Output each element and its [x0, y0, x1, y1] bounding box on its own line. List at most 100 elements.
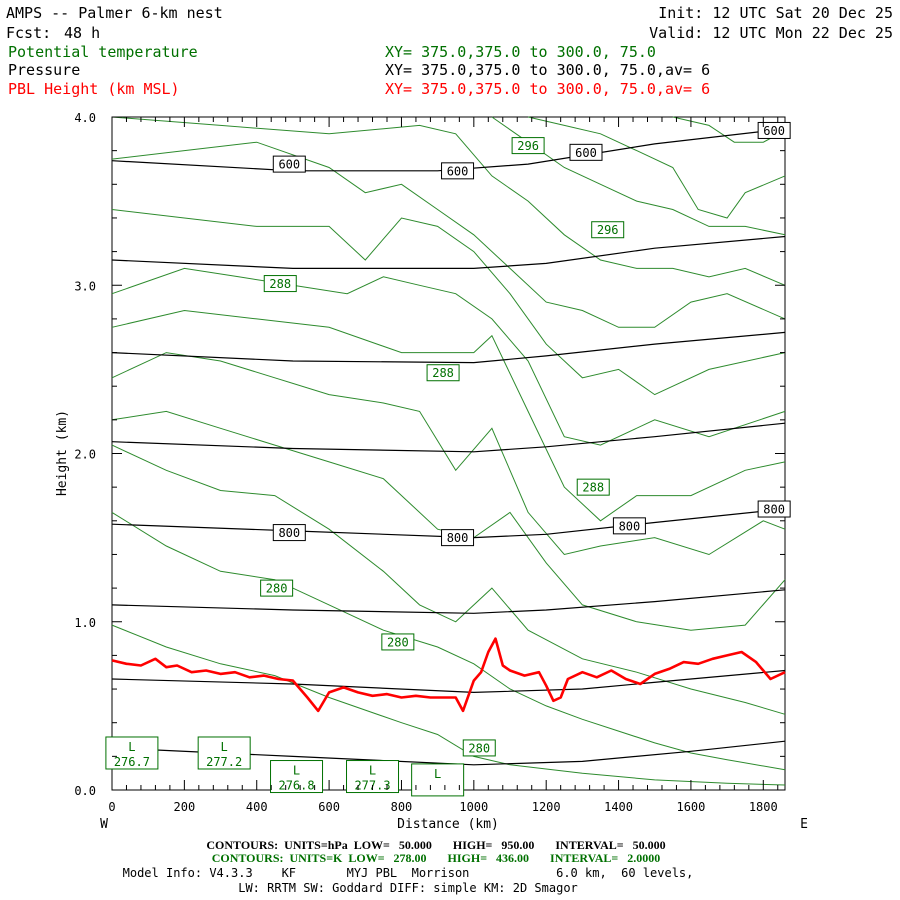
footer-physics-info: LW: RRTM SW: Goddard DIFF: simple KM: 2D…	[238, 881, 578, 895]
x-tick-label: 1000	[459, 800, 488, 814]
pressure-label-1-text: 600	[447, 164, 469, 178]
y-tick-label: 0.0	[74, 784, 96, 798]
pressure-contour-2	[111, 331, 786, 364]
west-label: W	[100, 817, 108, 832]
footer-model-info: Model Info: V4.3.3 KF MYJ PBL Morrison 6…	[123, 866, 694, 880]
theta-label-0-box	[263, 275, 297, 293]
theta-label-7-text: 280	[468, 741, 490, 755]
pressure-label-7-box	[757, 500, 791, 518]
pressure-label-5: 800	[441, 529, 475, 547]
pressure-label-1-box	[441, 162, 475, 180]
theta-label-1-box	[511, 137, 545, 155]
pbl-height-line	[111, 637, 786, 713]
header: AMPS -- Palmer 6-km nest Fcst: 48 h Init…	[6, 4, 893, 98]
theta-contour-11	[527, 116, 786, 219]
init-time: Init: 12 UTC Sat 20 Dec 25	[658, 4, 893, 22]
theta-contour-6	[111, 267, 786, 446]
pressure-label-1: 600	[441, 162, 475, 180]
theta-label-7: 280	[462, 739, 496, 757]
valid-time: Valid: 12 UTC Mon 22 Dec 25	[649, 24, 893, 42]
field-theta-name: Potential temperature	[8, 43, 198, 61]
theta-label-0-text: 288	[269, 277, 291, 291]
pressure-label-2-box	[569, 143, 603, 161]
axis-ticks: 0 200 400 600 800 1000 1200 1400 1600 1800 0.0 1.0 2…	[74, 111, 785, 814]
theta-label-0: 288	[263, 275, 297, 293]
pressure-contour-4	[111, 508, 786, 539]
theta-label-2: 296	[591, 221, 625, 239]
model-title: AMPS -- Palmer 6-km nest	[6, 4, 223, 22]
theta-contour-10	[491, 116, 786, 236]
x-axis-label: Distance (km)	[397, 817, 499, 832]
contour-labels: 600 600 600 600 800 800 800 800 288 296 296 288 288 2…	[260, 121, 791, 757]
field-pressure-xy: XY= 375.0,375.0 to 300.0, 75.0,av= 6	[385, 61, 710, 79]
footer-pressure-contours: CONTOURS: UNITS=hPa LOW= 50.000 HIGH= 95…	[206, 838, 665, 852]
pressure-contour-1	[111, 235, 786, 269]
y-tick-label: 4.0	[74, 111, 96, 125]
pressure-label-3: 600	[757, 121, 791, 139]
x-tick-label: 200	[174, 800, 196, 814]
pressure-contour-3	[111, 422, 786, 453]
pressure-contour-5	[111, 589, 786, 614]
low-marker-value: 277.2	[206, 755, 242, 769]
theta-contour-7	[111, 209, 786, 396]
x-tick-label: 1200	[532, 800, 561, 814]
footer: CONTOURS: UNITS=hPa LOW= 50.000 HIGH= 95…	[123, 838, 694, 895]
theta-label-1-text: 296	[517, 139, 539, 153]
x-tick-label: 400	[246, 800, 268, 814]
x-tick-label: 1400	[604, 800, 633, 814]
pressure-contour-7	[111, 740, 786, 766]
theta-label-3-text: 288	[432, 366, 454, 380]
low-marker-value: 276.7	[114, 755, 150, 769]
y-axis-label: Height (km)	[55, 410, 70, 496]
low-marker-value: 276.8	[278, 779, 314, 793]
plot-area: 600 600 600 600 800 800 800 800 288 296 296 288 288 2…	[74, 111, 791, 814]
theta-label-5-text: 280	[266, 582, 288, 596]
pressure-label-0-box	[272, 155, 306, 173]
low-marker-box	[411, 763, 465, 797]
low-marker-letter: L	[434, 767, 441, 781]
x-tick-label: 1800	[749, 800, 778, 814]
pressure-label-3-text: 600	[763, 124, 785, 138]
pressure-label-4: 800	[272, 524, 306, 542]
theta-label-5-box	[260, 579, 294, 597]
x-tick-label: 600	[318, 800, 340, 814]
pressure-label-5-box	[441, 529, 475, 547]
pressure-contour-6	[111, 669, 786, 694]
x-tick-label: 800	[391, 800, 413, 814]
theta-contour-1	[111, 511, 786, 771]
pressure-label-6: 800	[612, 517, 646, 535]
theta-contour-5	[111, 309, 786, 522]
theta-label-6-text: 280	[387, 635, 409, 649]
field-pbl-xy: XY= 375.0,375.0 to 300.0, 75.0,av= 6	[385, 80, 710, 98]
pressure-label-5-text: 800	[447, 531, 469, 545]
theta-contour-8	[111, 141, 786, 328]
forecast-value: 48 h	[64, 24, 100, 42]
pressure-label-6-box	[612, 517, 646, 535]
theta-label-6: 280	[381, 633, 415, 651]
theta-label-5: 280	[260, 579, 294, 597]
pbl-series-line	[111, 637, 786, 713]
pressure-contour-0	[111, 128, 786, 172]
pressure-label-2: 600	[569, 143, 603, 161]
pressure-contours	[111, 128, 786, 766]
theta-label-2-box	[591, 221, 625, 239]
theta-contour-3	[111, 410, 786, 631]
theta-label-7-box	[462, 739, 496, 757]
plot-frame	[111, 116, 786, 791]
pressure-label-7-text: 800	[763, 503, 785, 517]
pressure-label-7: 800	[757, 500, 791, 518]
pressure-label-0-text: 600	[278, 158, 300, 172]
theta-label-1: 296	[511, 137, 545, 155]
low-marker-letter: L	[369, 764, 376, 778]
theta-label-4-text: 288	[582, 481, 604, 495]
theta-label-3: 288	[426, 364, 460, 382]
theta-label-2-text: 296	[597, 223, 619, 237]
pressure-label-4-box	[272, 524, 306, 542]
pressure-label-4-text: 800	[278, 526, 300, 540]
low-marker-box	[105, 736, 159, 770]
pressure-label-3-box	[757, 121, 791, 139]
theta-label-4-box	[576, 478, 610, 496]
